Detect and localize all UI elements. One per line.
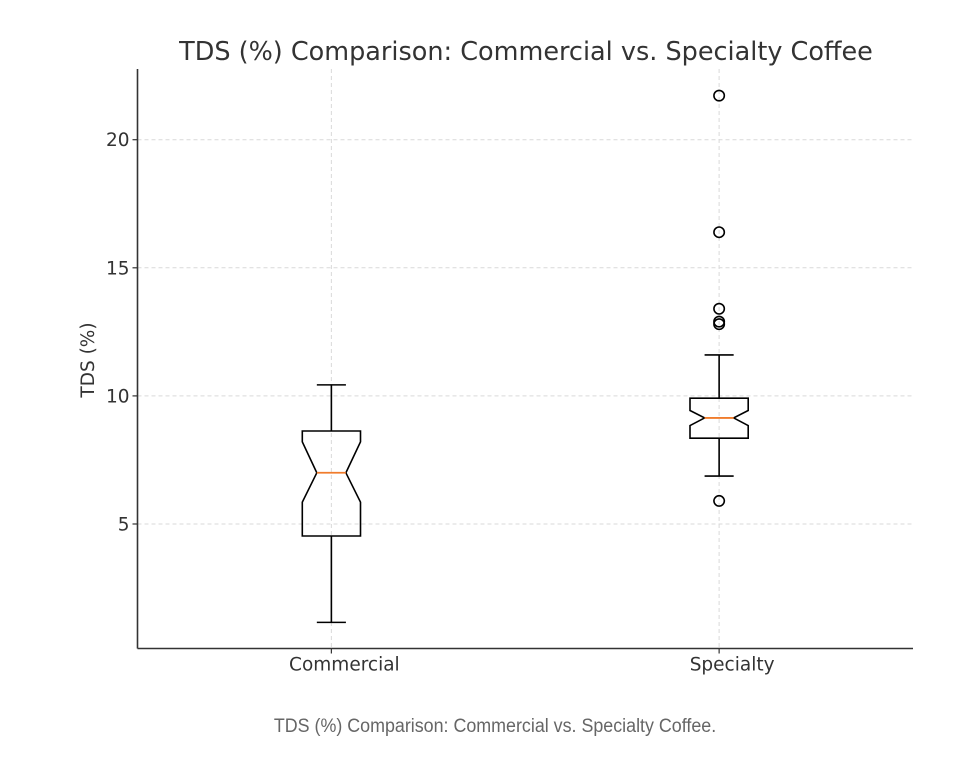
notched-box xyxy=(689,397,750,440)
y-tick-label: 10 xyxy=(106,386,130,407)
y-axis-label: TDS (%) xyxy=(78,322,99,398)
outlier-point xyxy=(713,302,726,315)
axes xyxy=(136,69,913,650)
y-tick-label: 20 xyxy=(106,130,130,151)
outlier-point xyxy=(713,226,726,239)
boxes xyxy=(301,89,750,624)
figure-caption: TDS (%) Comparison: Commercial vs. Speci… xyxy=(273,716,717,737)
x-tick-label: Specialty xyxy=(690,655,775,676)
box-specialty xyxy=(689,89,750,507)
y-tick-label: 15 xyxy=(106,258,130,279)
y-tick-label: 5 xyxy=(118,514,130,535)
ticks: 5 10 15 20 Commercial Specialty xyxy=(106,130,775,675)
boxplot-chart: 5 10 15 20 Commercial Specialty TDS (%) Compa… xyxy=(78,37,913,676)
grid xyxy=(137,69,913,649)
x-tick-label: Commercial xyxy=(289,655,400,676)
chart-title: TDS (%) Comparison: Commercial vs. Speci… xyxy=(178,37,873,67)
outlier-point xyxy=(713,89,726,102)
box-commercial xyxy=(301,384,362,624)
outlier-point xyxy=(713,494,726,507)
notched-box xyxy=(301,430,362,537)
outlier-point xyxy=(713,315,726,328)
